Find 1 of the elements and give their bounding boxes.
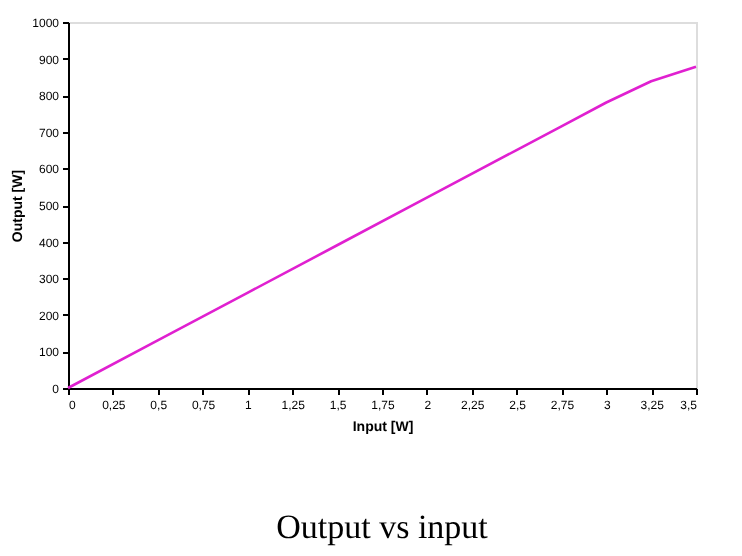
text: Output vs input bbox=[276, 508, 489, 546]
